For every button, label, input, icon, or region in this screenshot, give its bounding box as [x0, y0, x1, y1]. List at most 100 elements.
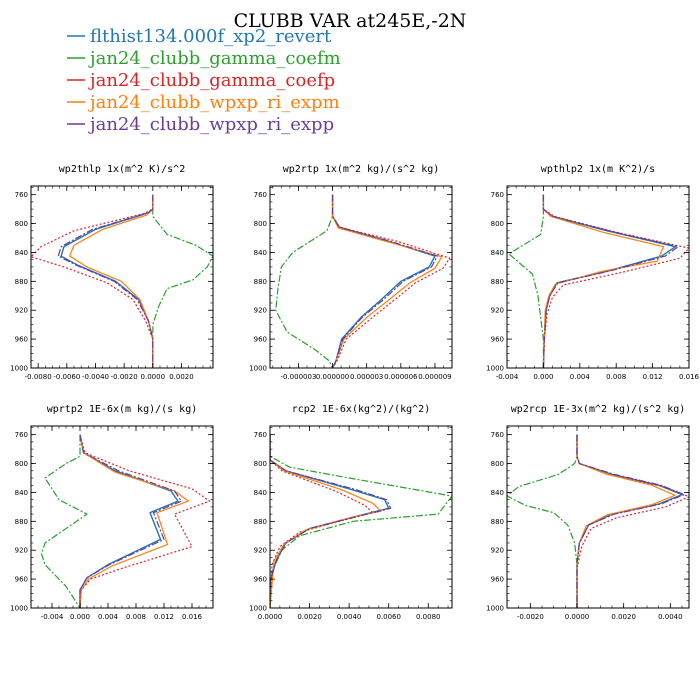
series-line	[275, 194, 334, 368]
x-tick-label: 0.0020	[297, 613, 322, 621]
x-tick-label: -0.0040	[82, 373, 109, 381]
x-tick-label: -0.0020	[111, 373, 138, 381]
series-group	[508, 194, 689, 368]
series-line	[69, 194, 154, 368]
series-line	[576, 434, 683, 608]
panel-title: wpthlp2 1x(m K^2)/s	[541, 164, 655, 175]
series-line	[542, 194, 689, 368]
panel-title: wp2rtp 1x(m^2 kg)/(s^2 kg)	[283, 164, 440, 175]
y-tick-label: 920	[254, 547, 267, 555]
y-tick-label: 960	[254, 336, 267, 344]
y-tick-label: 800	[15, 460, 28, 468]
y-tick-label: 800	[491, 460, 504, 468]
series-line	[576, 434, 689, 608]
x-tick-label: 0.000003	[350, 373, 383, 381]
plot-frame	[506, 185, 690, 369]
x-tick-label: 0.0000	[258, 613, 283, 621]
series-line	[576, 434, 676, 608]
y-tick-label: 1000	[249, 365, 267, 373]
x-tick-label: 0.004	[98, 613, 119, 621]
y-tick-label: 920	[491, 547, 504, 555]
panel-3: wpthlp2 1x(m K^2)/s 760 800 840 880 920 960 100…	[486, 164, 699, 381]
y-tick-label: 960	[15, 336, 28, 344]
y-tick-label: 960	[15, 576, 28, 584]
y-tick-label: 760	[254, 191, 267, 199]
legend-entry: jan24_clubb_wpxp_ri_expm	[67, 92, 340, 113]
y-tick-label: 840	[254, 489, 267, 497]
y-tick-label: 880	[15, 518, 28, 526]
legend-entry: jan24_clubb_wpxp_ri_expp	[67, 114, 334, 135]
legend-entry: jan24_clubb_gamma_coefp	[67, 70, 335, 91]
x-tick-label: 0.000	[70, 613, 90, 621]
y-tick-label: 760	[491, 431, 504, 439]
y-tick-label: 920	[15, 547, 28, 555]
panel-5: rcp2 1E-6x(kg^2)/(kg^2) 760 800 840 880 920 96…	[249, 404, 453, 621]
y-tick-label: 800	[254, 220, 267, 228]
series-line	[152, 194, 213, 368]
figure-title: CLUBB VAR at245E,-2N	[234, 10, 467, 32]
y-tick-label: 1000	[10, 605, 28, 613]
y-tick-label: 920	[254, 307, 267, 315]
legend-entry: jan24_clubb_gamma_coefm	[67, 48, 341, 69]
panel-title: wp2thlp 1x(m^2 K)/s^2	[59, 164, 185, 175]
y-tick-label: 840	[254, 249, 267, 257]
legend-label: jan24_clubb_wpxp_ri_expp	[88, 114, 334, 135]
series-line	[576, 434, 685, 608]
series-group	[40, 434, 211, 608]
y-tick-label: 880	[491, 278, 504, 286]
x-tick-label: 0.0000	[141, 373, 166, 381]
panel-title: rcp2 1E-6x(kg^2)/(kg^2)	[292, 404, 430, 415]
x-tick-label: -0.004	[41, 613, 64, 621]
y-tick-label: 960	[491, 336, 504, 344]
x-tick-label: 0.0040	[337, 613, 362, 621]
series-line	[270, 434, 390, 608]
series-line	[270, 434, 382, 608]
x-tick-label: 0.000000	[316, 373, 349, 381]
y-tick-label: 920	[491, 307, 504, 315]
y-tick-label: 800	[254, 460, 267, 468]
y-tick-label: 840	[15, 249, 28, 257]
y-tick-label: 1000	[249, 605, 267, 613]
y-tick-label: 960	[491, 576, 504, 584]
y-tick-label: 800	[491, 220, 504, 228]
series-group	[31, 194, 213, 368]
x-tick-label: -0.0060	[53, 373, 80, 381]
plot-frame	[30, 185, 214, 369]
plot-frame	[269, 425, 453, 609]
x-tick-label: 0.000009	[418, 373, 451, 381]
x-tick-label: 0.0060	[376, 613, 401, 621]
series-line	[40, 434, 88, 608]
y-tick-label: 1000	[486, 365, 504, 373]
series-line	[331, 194, 443, 368]
series-line	[507, 434, 578, 608]
y-tick-label: 840	[491, 489, 504, 497]
x-tick-label: 0.000006	[384, 373, 418, 381]
y-tick-label: 840	[491, 249, 504, 257]
series-line	[79, 434, 190, 608]
y-tick-label: 1000	[486, 605, 504, 613]
x-tick-label: 0.012	[643, 373, 663, 381]
x-tick-label: -0.004	[496, 373, 519, 381]
x-tick-label: 0.000	[533, 373, 553, 381]
y-tick-label: 760	[15, 191, 28, 199]
series-group	[507, 434, 689, 608]
y-tick-label: 880	[15, 278, 28, 286]
plot-frame	[269, 185, 453, 369]
series-line	[270, 434, 392, 608]
y-tick-label: 920	[15, 307, 28, 315]
x-tick-label: -0.0080	[25, 373, 52, 381]
legend-label: jan24_clubb_gamma_coefm	[88, 48, 341, 69]
legend-label: flthist134.000f_xp2_revert	[90, 26, 332, 47]
series-line	[57, 194, 154, 368]
plot-frame	[30, 425, 214, 609]
y-tick-label: 760	[491, 191, 504, 199]
x-tick-label: 0.0040	[658, 613, 683, 621]
series-line	[60, 194, 154, 368]
x-tick-label: 0.012	[154, 613, 174, 621]
x-tick-label: 0.016	[182, 613, 203, 621]
x-tick-label: 0.016	[679, 373, 700, 381]
x-tick-label: 0.0020	[169, 373, 194, 381]
plot-frame	[506, 425, 690, 609]
legend-entry: flthist134.000f_xp2_revert	[67, 26, 332, 47]
